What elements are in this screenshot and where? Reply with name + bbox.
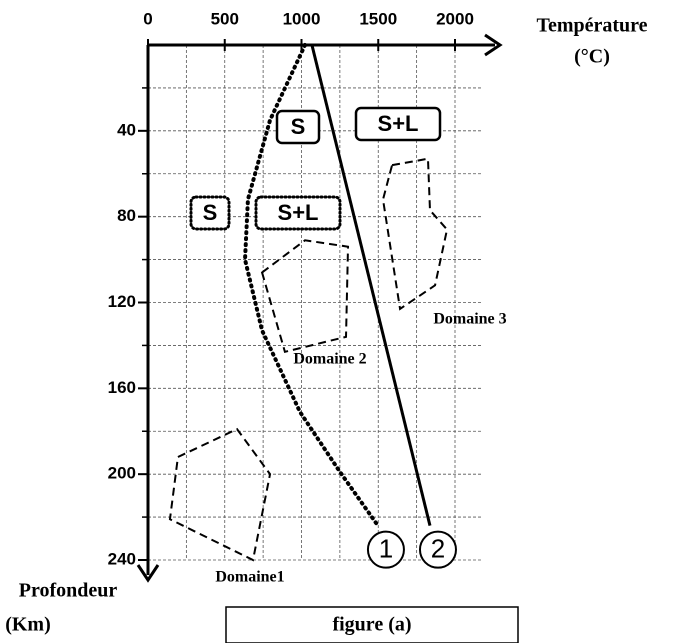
x-tick-label: 1500 — [359, 9, 397, 28]
region-label: Domaine1 — [215, 569, 284, 586]
series-marker-circle — [366, 530, 405, 569]
y-tick-label: 120 — [108, 292, 136, 311]
caption: figure (a) — [332, 614, 411, 636]
phase-box — [275, 109, 321, 145]
region-label: Domaine 3 — [433, 311, 506, 328]
series-label: 2 — [431, 534, 445, 564]
phase-box — [254, 195, 342, 231]
y-tick-label: 40 — [117, 120, 136, 139]
y-tick-label: 80 — [117, 206, 136, 225]
y-axis-title: Profondeur — [19, 580, 118, 602]
y-axis-unit: (Km) — [5, 614, 51, 636]
phase-label: S — [203, 200, 218, 225]
phase-label: S+L — [278, 200, 319, 225]
series-label: 1 — [379, 534, 393, 564]
x-axis-arrow — [484, 33, 503, 57]
series-line — [310, 44, 432, 527]
phase-box — [354, 106, 442, 142]
y-tick-label: 160 — [108, 378, 136, 397]
x-axis-title: Température — [536, 15, 647, 37]
x-axis-unit: (°C) — [574, 46, 610, 68]
region — [260, 239, 350, 354]
region-label: Domaine 2 — [293, 351, 366, 368]
phase-box — [189, 195, 231, 231]
y-tick-label: 200 — [108, 464, 136, 483]
phase-label: S+L — [378, 111, 419, 136]
y-tick-label: 240 — [108, 549, 136, 568]
x-tick-label: 1000 — [283, 9, 321, 28]
caption-box — [225, 606, 519, 643]
x-tick-label: 2000 — [436, 9, 474, 28]
series-marker-circle — [418, 530, 457, 569]
phase-label: S — [291, 114, 306, 139]
series-line — [243, 43, 380, 528]
x-tick-label: 0 — [143, 9, 152, 28]
region — [168, 427, 272, 562]
region — [381, 157, 449, 311]
x-tick-label: 500 — [211, 9, 239, 28]
y-axis-arrow — [136, 564, 160, 583]
